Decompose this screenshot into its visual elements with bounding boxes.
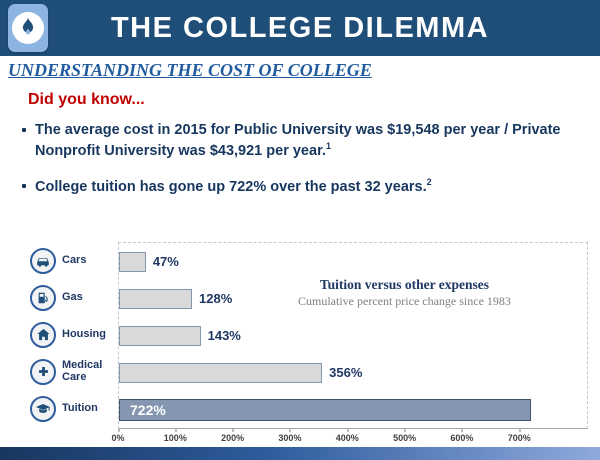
x-tick-label: 300%: [278, 429, 302, 443]
section-title: UNDERSTANDING THE COST OF COLLEGE: [8, 60, 372, 80]
footer-gradient-strip: [0, 447, 600, 460]
bullet-text: The average cost in 2015 for Public Univ…: [35, 122, 561, 160]
x-tick-label: 100%: [163, 429, 187, 443]
list-item: College tuition has gone up 722% over th…: [22, 176, 586, 197]
bullet-text: College tuition has gone up 722% over th…: [35, 177, 432, 196]
logo: [8, 4, 48, 52]
bar-gas: [119, 288, 193, 309]
bar-row-housing: 143%: [119, 317, 587, 354]
x-tick-label: 600%: [450, 429, 474, 443]
category-row-housing: Housing: [30, 316, 118, 353]
category-row-gas: Gas: [30, 279, 118, 316]
list-item: The average cost in 2015 for Public Univ…: [22, 120, 586, 161]
bar-chart: Cars Gas: [30, 242, 588, 447]
bullet-marker: [22, 128, 26, 132]
x-axis: 0% 100% 200% 300% 400% 500% 600% 700%: [111, 429, 588, 447]
plot-area: Tuition versus other expenses Cumulative…: [118, 242, 588, 429]
chart-subtitle: Cumulative percent price change since 19…: [298, 294, 511, 308]
did-you-know-heading: Did you know...: [28, 91, 145, 108]
category-label: Tuition: [62, 401, 98, 414]
bar-value-label: 722%: [130, 401, 166, 418]
bar-row-cars: 47%: [119, 243, 587, 280]
category-row-tuition: Tuition: [30, 390, 118, 427]
house-icon: [30, 321, 56, 348]
category-labels: Cars Gas: [30, 242, 118, 429]
car-icon: [30, 247, 56, 274]
gas-pump-icon: [30, 284, 56, 311]
bar-tuition: 722%: [119, 398, 532, 421]
chart-annotation: Tuition versus other expenses Cumulative…: [287, 277, 521, 308]
page-title: THE COLLEGE DILEMMA: [110, 11, 490, 44]
x-tick-label: 500%: [393, 429, 417, 443]
x-tick-label: 700%: [507, 429, 531, 443]
category-label: Medical Care: [62, 358, 103, 383]
header-bar: THE COLLEGE DILEMMA: [0, 0, 600, 56]
bar-value-label: 356%: [329, 365, 363, 380]
bullet-marker: [22, 184, 26, 189]
bar-value-label: 47%: [152, 254, 179, 269]
x-tick-label: 200%: [221, 429, 245, 443]
footnote-marker: 2: [426, 177, 432, 188]
category-label: Gas: [62, 290, 83, 303]
bar-medical-care: [119, 362, 323, 383]
bar-row-tuition: 722%: [119, 391, 587, 428]
bullet-list: The average cost in 2015 for Public Univ…: [22, 120, 586, 213]
flame-icon: [12, 12, 44, 44]
medical-icon: [30, 358, 56, 385]
x-tick-label: 400%: [335, 429, 359, 443]
bar-row-medical-care: 356%: [119, 354, 587, 391]
category-label: Housing: [62, 327, 106, 340]
chart-title: Tuition versus other expenses: [319, 277, 490, 292]
category-label: Cars: [62, 253, 87, 266]
graduation-cap-icon: [30, 395, 56, 422]
bar-value-label: 143%: [207, 328, 241, 343]
bar-cars: [119, 251, 146, 272]
bar-housing: [119, 325, 201, 346]
footnote-marker: 1: [325, 141, 331, 152]
category-row-cars: Cars: [30, 242, 118, 279]
bar-value-label: 128%: [199, 291, 233, 306]
bar-row-gas: 128%: [119, 280, 587, 317]
category-row-medical-care: Medical Care: [30, 353, 118, 390]
x-tick-label: 0%: [111, 429, 125, 443]
